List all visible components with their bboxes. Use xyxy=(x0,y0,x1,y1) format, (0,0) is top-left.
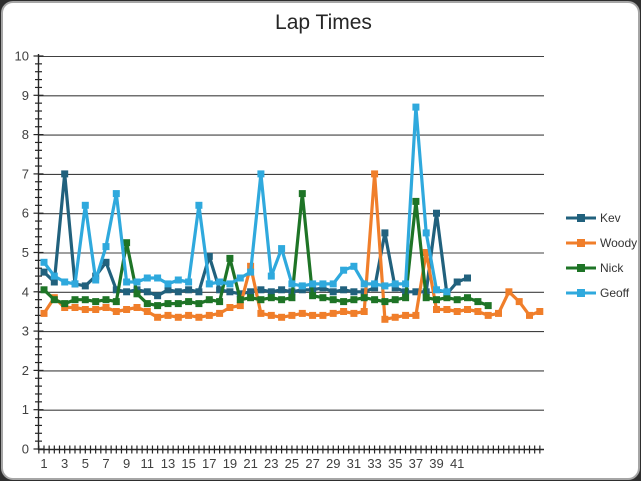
svg-text:7: 7 xyxy=(22,166,29,181)
svg-text:39: 39 xyxy=(429,456,443,471)
x-axis-labels: 1 3 5 7 9 11 13 15 17 19 21 23 25 27 29 31 33 35 37 39 41 xyxy=(40,456,464,471)
legend-marker-icon xyxy=(566,213,596,222)
svg-text:17: 17 xyxy=(202,456,216,471)
chart-title: Lap Times xyxy=(275,11,372,34)
svg-text:3: 3 xyxy=(22,324,29,339)
svg-text:1: 1 xyxy=(40,456,47,471)
legend-marker-icon xyxy=(566,238,596,247)
svg-text:11: 11 xyxy=(141,456,155,471)
svg-text:13: 13 xyxy=(161,456,175,471)
svg-text:37: 37 xyxy=(409,456,423,471)
svg-text:19: 19 xyxy=(223,456,237,471)
svg-text:25: 25 xyxy=(285,456,299,471)
svg-text:2: 2 xyxy=(22,363,29,378)
legend-item-nick[interactable]: Nick xyxy=(565,255,637,280)
svg-text:3: 3 xyxy=(61,456,68,471)
svg-text:23: 23 xyxy=(264,456,278,471)
y-axis xyxy=(33,54,44,450)
y-axis-labels: 0 1 2 3 4 5 6 7 8 9 10 xyxy=(15,49,29,457)
svg-text:29: 29 xyxy=(326,456,340,471)
svg-text:6: 6 xyxy=(22,206,29,221)
svg-text:10: 10 xyxy=(15,49,29,64)
svg-text:4: 4 xyxy=(22,284,29,299)
chart-legend: Kev Woody Nick Geoff xyxy=(565,205,637,305)
x-axis xyxy=(38,445,544,454)
legend-marker-icon xyxy=(566,288,596,297)
legend-item-woody[interactable]: Woody xyxy=(565,230,637,255)
legend-label: Nick xyxy=(600,260,624,275)
svg-text:15: 15 xyxy=(181,456,195,471)
svg-text:35: 35 xyxy=(388,456,402,471)
svg-text:0: 0 xyxy=(22,442,29,457)
legend-label: Kev xyxy=(600,210,621,225)
legend-label: Woody xyxy=(600,235,638,250)
svg-text:9: 9 xyxy=(22,88,29,103)
svg-text:41: 41 xyxy=(450,456,464,471)
svg-text:7: 7 xyxy=(102,456,109,471)
svg-text:5: 5 xyxy=(82,456,89,471)
legend-marker-icon xyxy=(566,263,596,272)
series-geoff xyxy=(40,103,451,296)
legend-label: Geoff xyxy=(600,285,630,300)
svg-text:27: 27 xyxy=(305,456,319,471)
svg-text:5: 5 xyxy=(22,245,29,260)
legend-item-geoff[interactable]: Geoff xyxy=(565,280,637,305)
svg-text:31: 31 xyxy=(347,456,361,471)
svg-text:9: 9 xyxy=(123,456,130,471)
series-nick xyxy=(40,190,492,310)
svg-text:8: 8 xyxy=(22,127,29,142)
svg-text:21: 21 xyxy=(243,456,257,471)
gridlines xyxy=(38,55,544,411)
svg-text:33: 33 xyxy=(367,456,381,471)
svg-text:1: 1 xyxy=(22,402,29,417)
legend-item-kev[interactable]: Kev xyxy=(565,205,637,230)
